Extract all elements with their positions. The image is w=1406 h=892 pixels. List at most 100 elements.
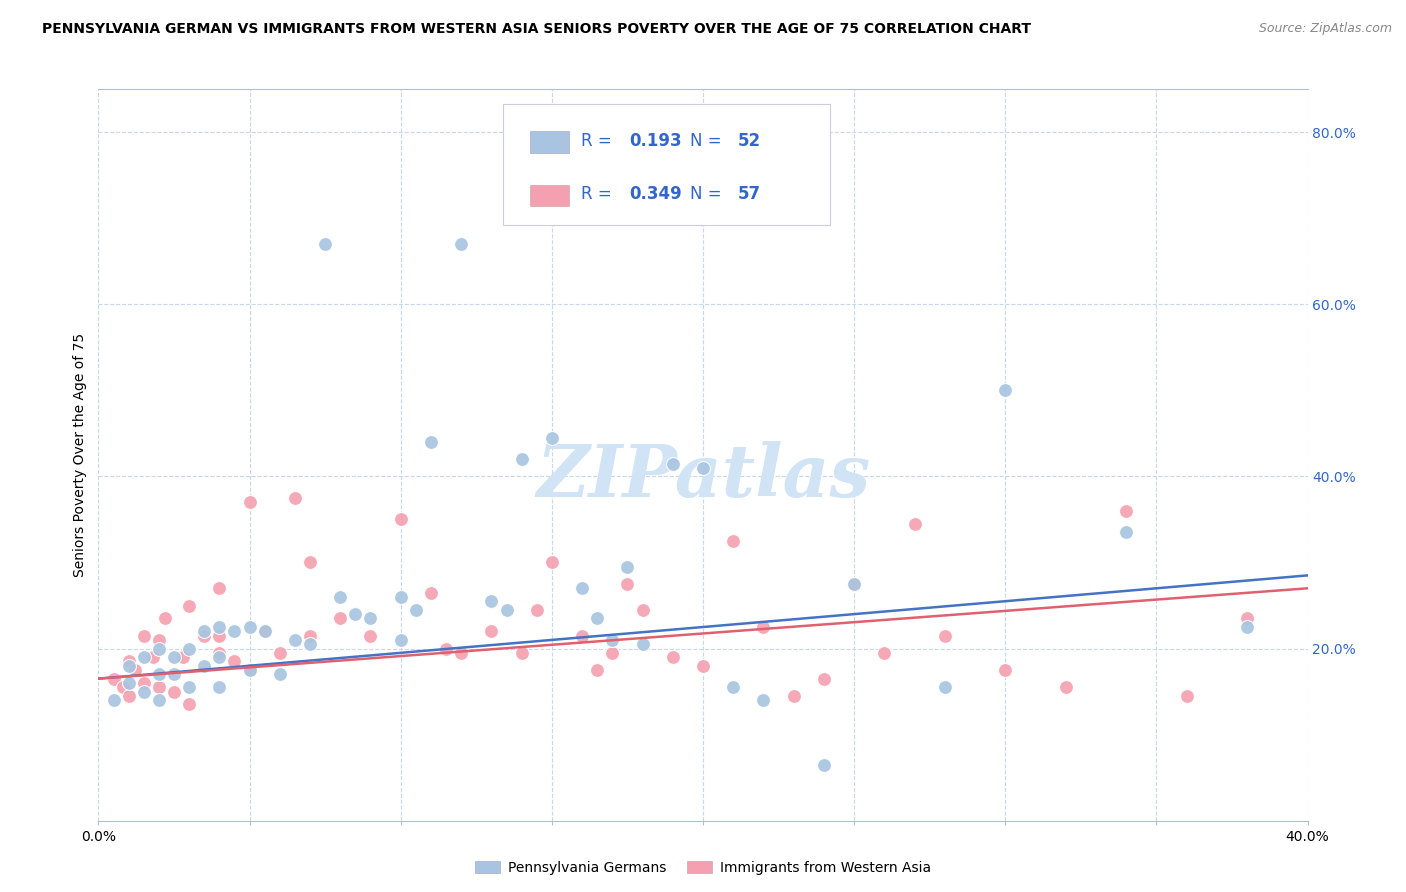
Point bbox=[405, 603, 427, 617]
Point bbox=[124, 663, 146, 677]
Point bbox=[844, 577, 866, 591]
Point bbox=[1115, 504, 1137, 518]
Point bbox=[193, 658, 215, 673]
Point bbox=[420, 585, 443, 599]
Point bbox=[299, 637, 322, 651]
FancyBboxPatch shape bbox=[530, 131, 569, 153]
Point bbox=[813, 757, 835, 772]
Point bbox=[239, 495, 262, 509]
Point bbox=[132, 676, 155, 690]
Text: ZIPatlas: ZIPatlas bbox=[536, 442, 870, 512]
Point bbox=[783, 689, 806, 703]
Point bbox=[224, 624, 246, 639]
Point bbox=[510, 646, 533, 660]
Y-axis label: Seniors Poverty Over the Age of 75: Seniors Poverty Over the Age of 75 bbox=[73, 333, 87, 577]
Point bbox=[239, 620, 262, 634]
Point bbox=[1236, 611, 1258, 625]
Point bbox=[118, 676, 141, 690]
Point bbox=[994, 663, 1017, 677]
Point bbox=[208, 680, 231, 694]
Text: PENNSYLVANIA GERMAN VS IMMIGRANTS FROM WESTERN ASIA SENIORS POVERTY OVER THE AGE: PENNSYLVANIA GERMAN VS IMMIGRANTS FROM W… bbox=[42, 22, 1031, 37]
Point bbox=[132, 684, 155, 698]
Point bbox=[148, 667, 170, 681]
Point bbox=[662, 650, 685, 665]
Point bbox=[148, 641, 170, 656]
Point bbox=[284, 491, 307, 505]
Point bbox=[103, 693, 125, 707]
Point bbox=[172, 650, 194, 665]
Point bbox=[118, 658, 141, 673]
Point bbox=[450, 237, 472, 252]
Point bbox=[586, 663, 609, 677]
Point bbox=[723, 533, 745, 548]
Point bbox=[148, 693, 170, 707]
Point bbox=[344, 607, 367, 621]
Point bbox=[510, 452, 533, 467]
Point bbox=[299, 629, 322, 643]
Point bbox=[314, 237, 336, 252]
Point bbox=[1054, 680, 1077, 694]
Point bbox=[153, 611, 176, 625]
Point bbox=[118, 689, 141, 703]
Point bbox=[662, 457, 685, 471]
Point bbox=[118, 655, 141, 669]
Point bbox=[1175, 689, 1198, 703]
Point bbox=[163, 684, 186, 698]
Point bbox=[934, 680, 956, 694]
Text: 0.349: 0.349 bbox=[630, 185, 682, 202]
Point bbox=[148, 680, 170, 694]
Point bbox=[723, 680, 745, 694]
Point bbox=[360, 629, 382, 643]
Point bbox=[179, 599, 201, 613]
Text: Source: ZipAtlas.com: Source: ZipAtlas.com bbox=[1258, 22, 1392, 36]
Text: 0.193: 0.193 bbox=[630, 132, 682, 150]
Point bbox=[752, 620, 775, 634]
Point bbox=[253, 624, 276, 639]
Point bbox=[586, 611, 609, 625]
Text: R =: R = bbox=[581, 185, 617, 202]
Point bbox=[495, 603, 517, 617]
Text: N =: N = bbox=[690, 185, 727, 202]
Point bbox=[269, 667, 291, 681]
Point bbox=[692, 658, 714, 673]
Point bbox=[631, 637, 654, 651]
Point bbox=[389, 632, 412, 647]
Point bbox=[239, 663, 262, 677]
Point bbox=[208, 629, 231, 643]
Point bbox=[602, 632, 624, 647]
Point bbox=[132, 650, 155, 665]
Point bbox=[602, 646, 624, 660]
Point bbox=[299, 556, 322, 570]
Point bbox=[481, 624, 503, 639]
Point bbox=[994, 384, 1017, 398]
Text: 52: 52 bbox=[738, 132, 761, 150]
Point bbox=[1115, 525, 1137, 540]
Point bbox=[179, 680, 201, 694]
Point bbox=[269, 646, 291, 660]
Point bbox=[389, 512, 412, 526]
Point bbox=[813, 672, 835, 686]
Point bbox=[631, 603, 654, 617]
Point bbox=[434, 641, 457, 656]
Point bbox=[571, 629, 593, 643]
Point bbox=[481, 594, 503, 608]
Point bbox=[329, 590, 352, 604]
Point bbox=[752, 693, 775, 707]
Legend: Pennsylvania Germans, Immigrants from Western Asia: Pennsylvania Germans, Immigrants from We… bbox=[470, 855, 936, 880]
Text: 57: 57 bbox=[738, 185, 761, 202]
Point bbox=[208, 620, 231, 634]
Point bbox=[329, 611, 352, 625]
Point bbox=[224, 655, 246, 669]
Point bbox=[616, 559, 638, 574]
Point bbox=[193, 624, 215, 639]
Point bbox=[142, 650, 165, 665]
Point bbox=[571, 582, 593, 596]
Point bbox=[111, 680, 134, 694]
Point bbox=[193, 629, 215, 643]
Point bbox=[103, 672, 125, 686]
Point bbox=[163, 667, 186, 681]
Point bbox=[284, 632, 307, 647]
Point bbox=[132, 629, 155, 643]
Point bbox=[934, 629, 956, 643]
Point bbox=[844, 577, 866, 591]
